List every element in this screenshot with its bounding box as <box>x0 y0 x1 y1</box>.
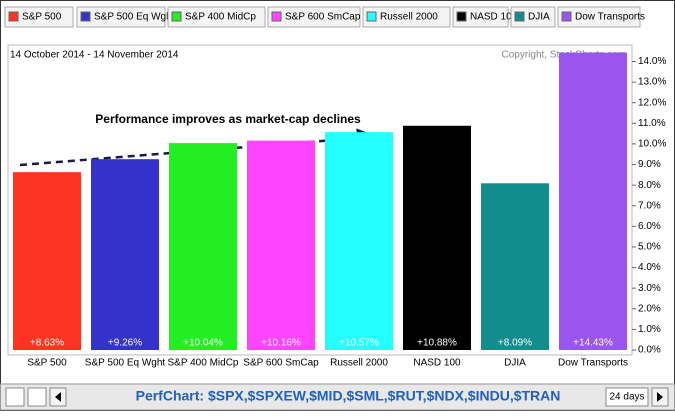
y-tick-label: 3.0% <box>638 283 661 294</box>
date-range: 14 October 2014 - 14 November 2014 <box>10 50 179 61</box>
bar <box>169 143 237 350</box>
value-label: +8.09% <box>498 338 532 349</box>
legend-label: NASD 100 <box>470 12 518 23</box>
bar <box>325 132 393 350</box>
legend-label: Russell 2000 <box>380 12 438 23</box>
legend-swatch[interactable] <box>8 11 19 22</box>
legend-swatch[interactable] <box>271 11 282 22</box>
y-tick-label: 11.0% <box>638 118 666 129</box>
legend-swatch[interactable] <box>171 11 182 22</box>
legend-swatch[interactable] <box>456 11 467 22</box>
legend-item[interactable] <box>452 6 509 28</box>
chart-icon[interactable] <box>5 387 25 407</box>
symbols: PerfChart: $SPX,$SPXEW,$MID,$SML,$RUT,$N… <box>136 388 561 404</box>
legend-item[interactable] <box>76 6 166 28</box>
value-label: +9.26% <box>108 338 142 349</box>
legend-swatch[interactable] <box>514 11 525 22</box>
legend-item[interactable] <box>4 6 74 28</box>
x-tick-label: Dow Transports <box>558 358 628 369</box>
x-tick-label: S&P 500 <box>27 358 67 369</box>
legend-item[interactable] <box>267 6 361 28</box>
x-tick-label: S&P 600 SmCap <box>243 358 319 369</box>
legend-swatch[interactable] <box>366 11 377 22</box>
y-tick-label: 10.0% <box>638 139 666 150</box>
legend-label: S&P 500 <box>22 12 62 23</box>
value-label: +10.04% <box>183 338 223 349</box>
x-tick-label: S&P 500 Eq Wght <box>85 358 166 369</box>
y-tick-label: 8.0% <box>638 180 661 191</box>
bar <box>403 125 471 350</box>
legend-item[interactable] <box>557 6 641 28</box>
value-label: +8.63% <box>30 338 64 349</box>
value-label: +10.88% <box>417 338 457 349</box>
x-tick-label: NASD 100 <box>413 358 461 369</box>
legend-swatch[interactable] <box>561 11 572 22</box>
y-tick-label: 1.0% <box>638 324 661 335</box>
y-tick-label: 4.0% <box>638 262 661 273</box>
legend-swatch[interactable] <box>80 11 91 22</box>
y-tick-label: 0.0% <box>638 345 661 356</box>
y-tick-label: 13.0% <box>638 77 666 88</box>
period: 24 days <box>609 392 644 403</box>
color-icon[interactable] <box>27 387 47 407</box>
legend-label: Dow Transports <box>575 12 645 23</box>
x-tick-label: S&P 400 MidCp <box>168 358 239 369</box>
toolbar <box>0 383 675 411</box>
bar <box>247 140 315 350</box>
bar <box>91 159 159 350</box>
y-tick-label: 12.0% <box>638 97 666 108</box>
annotation: Performance improves as market-cap decli… <box>95 112 361 126</box>
bar <box>481 183 549 350</box>
legend-label: S&P 400 MidCp <box>185 12 256 23</box>
value-label: +10.57% <box>339 338 379 349</box>
y-tick-label: 9.0% <box>638 159 661 170</box>
period-box[interactable] <box>605 387 649 407</box>
x-tick-label: DJIA <box>504 358 526 369</box>
legend-item[interactable] <box>362 6 451 28</box>
legend-label: S&P 600 SmCap <box>285 12 361 23</box>
bar <box>13 172 81 350</box>
value-label: +14.43% <box>573 338 613 349</box>
legend-item[interactable] <box>167 6 266 28</box>
y-tick-label: 6.0% <box>638 221 661 232</box>
legend-label: DJIA <box>528 12 550 23</box>
bar <box>559 52 627 350</box>
value-label: +10.16% <box>261 338 301 349</box>
legend-label: S&P 500 Eq Wght <box>94 12 175 23</box>
y-tick-label: 5.0% <box>638 242 661 253</box>
next-arrow <box>657 392 663 402</box>
y-tick-label: 7.0% <box>638 200 661 211</box>
prev-arrow <box>55 392 61 402</box>
x-tick-label: Russell 2000 <box>330 358 388 369</box>
y-tick-label: 14.0% <box>638 56 666 67</box>
y-tick-label: 2.0% <box>638 303 661 314</box>
